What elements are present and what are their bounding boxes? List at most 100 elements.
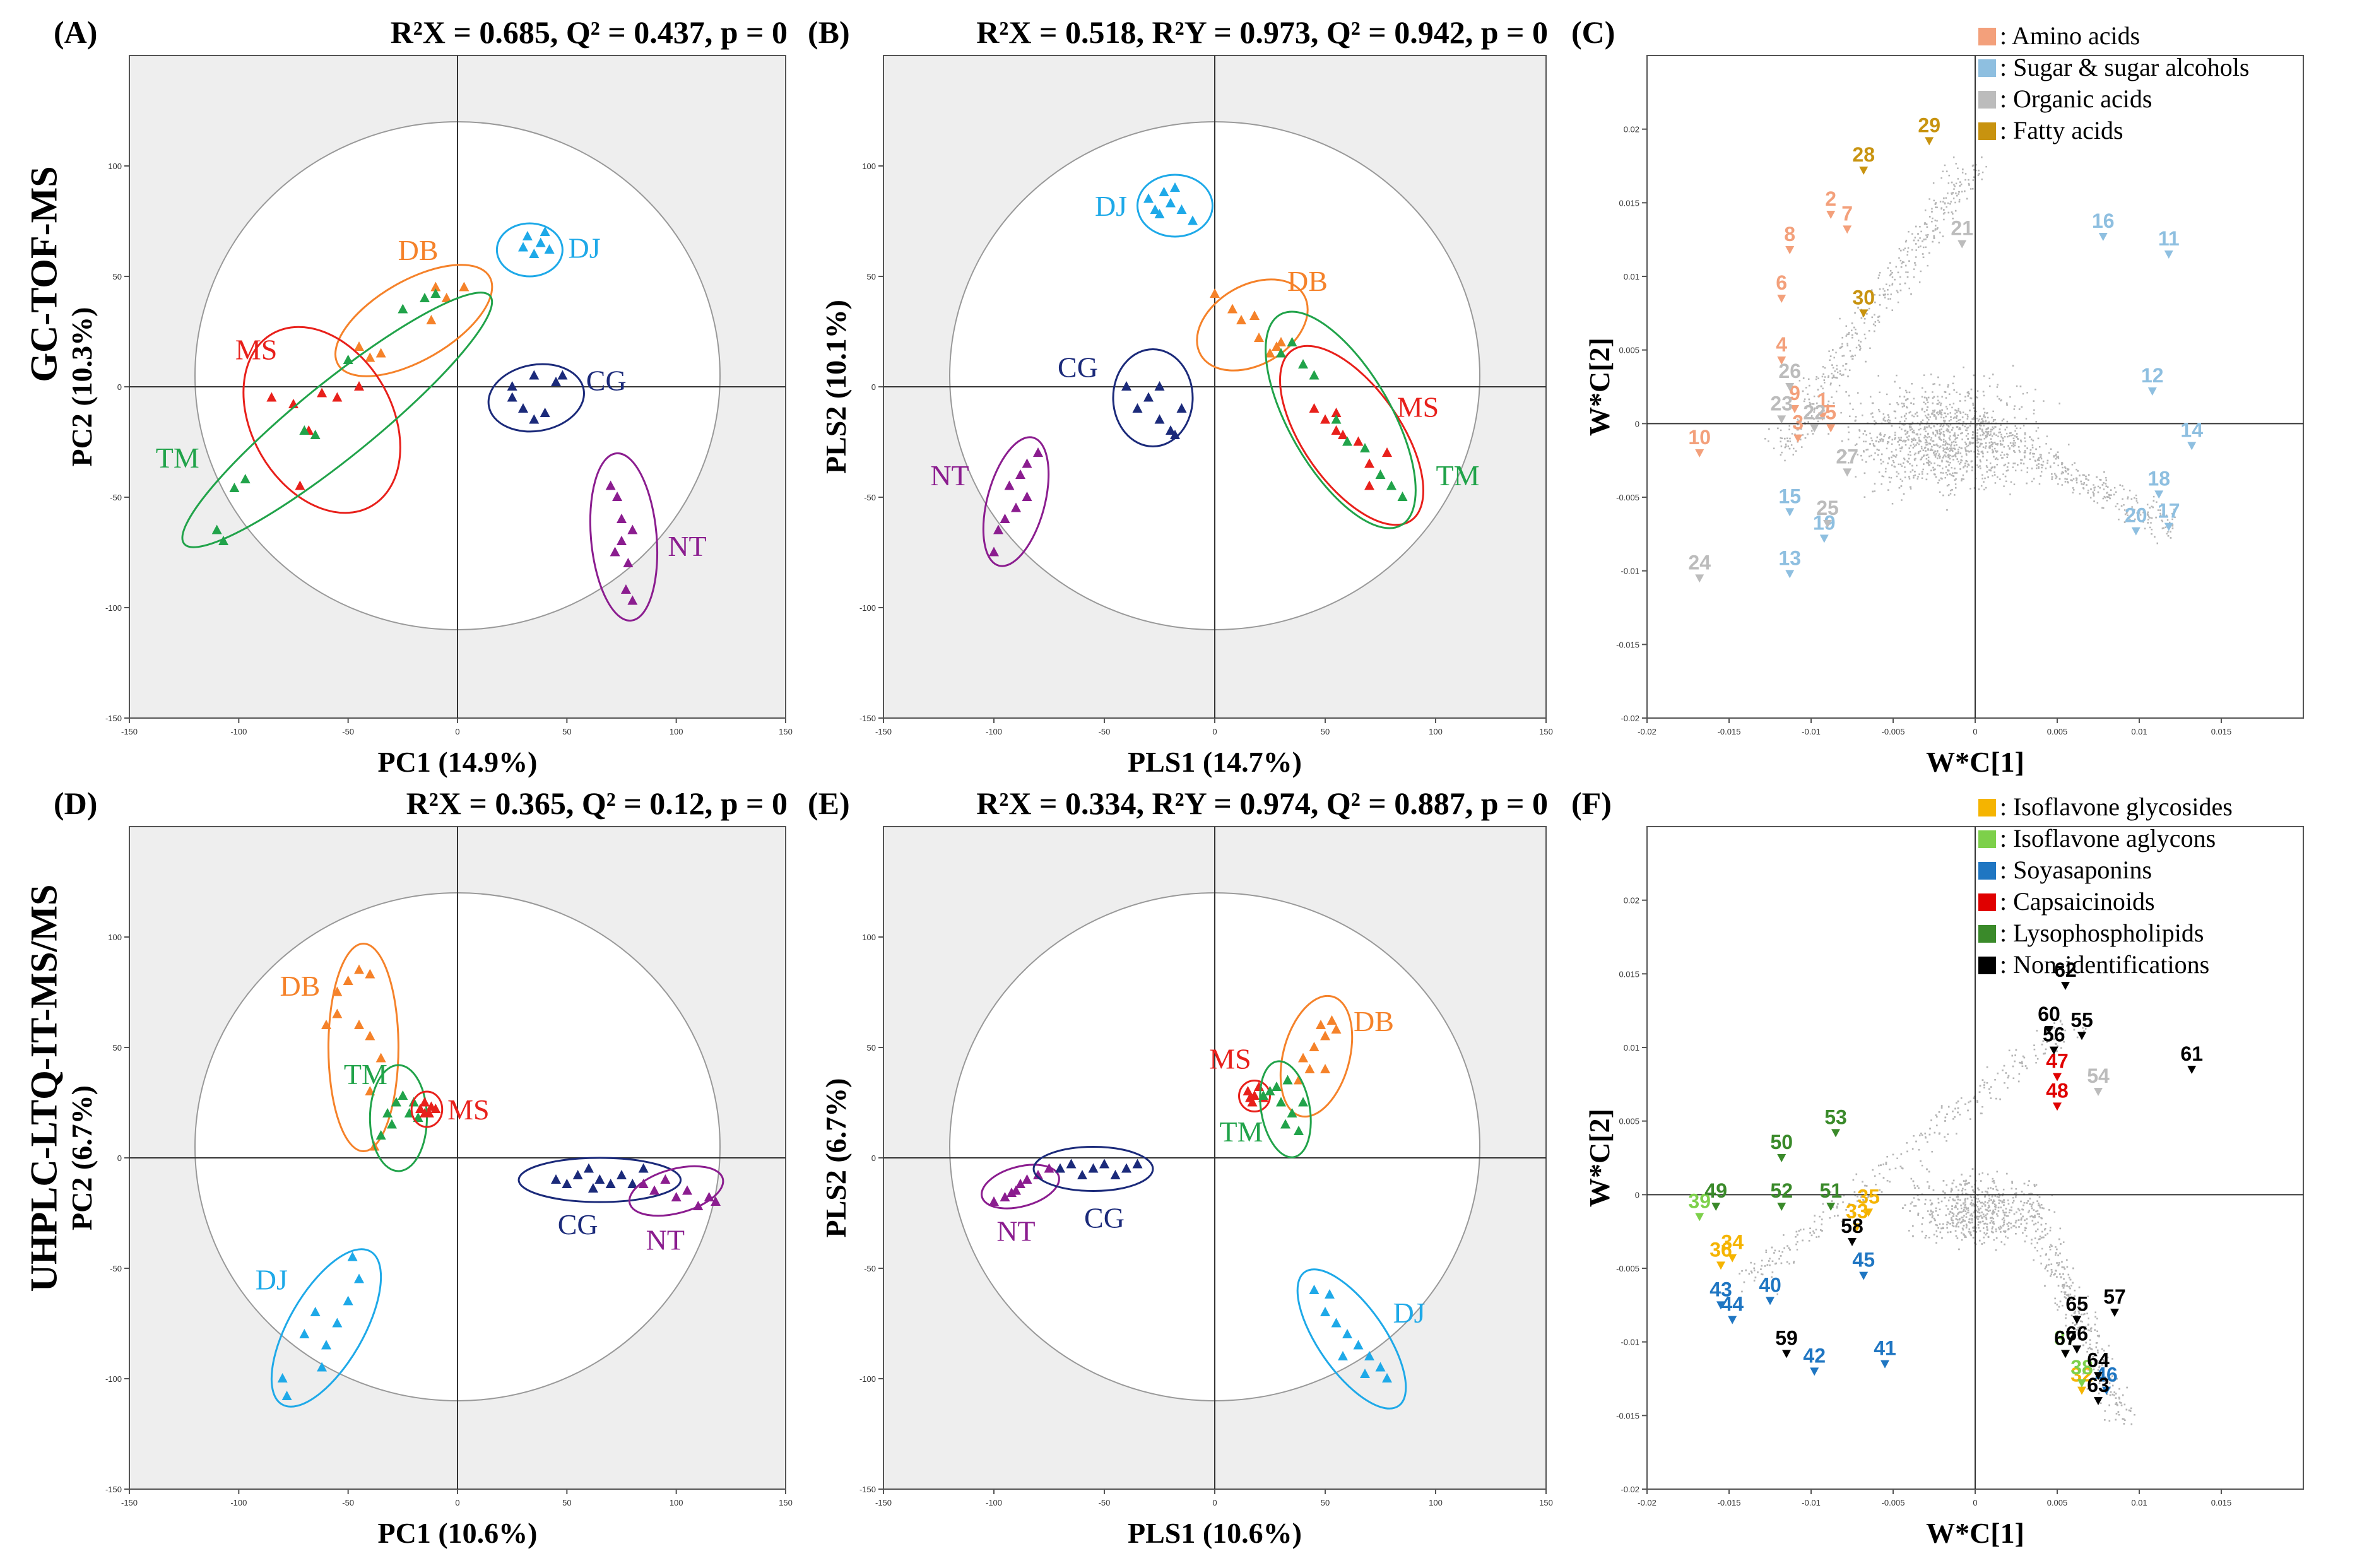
cloud-point [1984,411,1986,414]
cloud-point [1994,450,1997,452]
cloud-point [1967,463,1969,466]
cloud-point [2026,471,2028,473]
cloud-point [1915,433,1918,435]
cloud-point [1945,406,1947,408]
cloud-point [1899,396,1901,398]
cloud-point [1878,321,1881,323]
cloud-point [1927,454,1928,456]
cloud-point [2031,1203,2033,1206]
cloud-point [1902,261,1904,263]
cloud-point [1879,391,1881,394]
cloud-point [2037,427,2040,429]
cloud-point [2087,490,2089,492]
panel-e-ytick-label: 50 [867,1043,876,1052]
cloud-point [2046,1270,2049,1272]
cloud-point [1982,1227,1985,1229]
cloud-point [1933,235,1935,237]
cloud-point [1908,478,1911,480]
cloud-point [1857,454,1859,456]
cloud-point [1884,290,1886,292]
cloud-point [1947,454,1949,457]
cloud-point [2021,1063,2023,1064]
cloud-point [1928,436,1930,438]
panel-c-ytick-label: 0.02 [1624,125,1639,134]
cloud-point [1955,486,1957,489]
cloud-point [1903,249,1904,251]
cloud-point [1966,1225,1968,1227]
cloud-point [1901,447,1903,450]
cloud-point [1786,1261,1788,1263]
cloud-point [1802,377,1805,379]
cloud-point [1926,399,1928,401]
cloud-point [1979,427,1981,430]
panel-c-marker-label-12: 12 [2141,364,2164,387]
cloud-point [1899,478,1902,480]
panel-d-group-cg-point [588,1183,598,1193]
cloud-point [1918,473,1920,475]
cloud-point [1940,416,1942,418]
cloud-point [1986,431,1988,433]
cloud-point [1954,494,1956,496]
cloud-point [1828,375,1829,377]
cloud-point [1968,179,1969,181]
cloud-point [1863,451,1865,453]
panel-a-group-ms-point [295,480,305,490]
cloud-point [2166,519,2169,521]
cloud-point [2053,456,2055,458]
cloud-point [1952,1118,1954,1120]
cloud-point [1835,377,1838,379]
cloud-point [1932,412,1934,414]
cloud-point [1919,440,1922,443]
cloud-point [2008,435,2011,437]
cloud-point [1942,444,1944,446]
cloud-point [2105,479,2108,481]
panel-e-group-nt-point [1044,1163,1054,1173]
panel-a-group-db-point [459,281,469,292]
cloud-point [1875,421,1877,424]
cloud-point [1822,392,1825,394]
cloud-point [2103,482,2105,484]
cloud-point [1988,1198,1990,1200]
cloud-point [1888,476,1891,479]
cloud-point [1947,1231,1949,1234]
panel-b-group-ms-point [1309,403,1320,413]
cloud-point [1872,416,1874,418]
cloud-point [2012,1225,2014,1227]
cloud-point [1872,443,1875,445]
panel-a-group-ms-point [354,381,364,391]
cloud-point [1854,332,1857,334]
cloud-point [1860,347,1862,350]
cloud-point [1925,223,1928,225]
cloud-point [2003,446,2005,448]
cloud-point [1959,400,1961,402]
cloud-point [1990,428,1992,431]
cloud-point [1948,393,1951,395]
cloud-point [2168,521,2171,524]
cloud-point [1881,483,1882,485]
panel-d-group-dj-point [347,1251,358,1261]
cloud-point [1936,206,1938,208]
cloud-point [1817,420,1819,423]
cloud-point [2123,488,2125,490]
cloud-point [1919,237,1921,239]
cloud-point [2014,451,2016,454]
panel-c-marker-16 [2098,233,2108,241]
cloud-point [1942,439,1945,441]
cloud-point [1985,430,1987,433]
cloud-point [1966,1211,1969,1214]
cloud-point [2124,1419,2126,1422]
cloud-point [2035,421,2037,423]
cloud-point [1934,219,1936,221]
cloud-point [1987,476,1989,478]
cloud-point [2117,503,2118,505]
cloud-point [1840,346,1842,348]
cloud-point [1901,499,1903,501]
cloud-point [2087,1323,2089,1326]
cloud-point [1952,403,1955,404]
cloud-point [2061,463,2063,466]
panel-a-xtick-label: 150 [779,727,793,736]
cloud-point [2016,433,2018,435]
cloud-point [2123,1403,2126,1406]
cloud-point [1935,452,1937,455]
cloud-point [1917,452,1920,454]
